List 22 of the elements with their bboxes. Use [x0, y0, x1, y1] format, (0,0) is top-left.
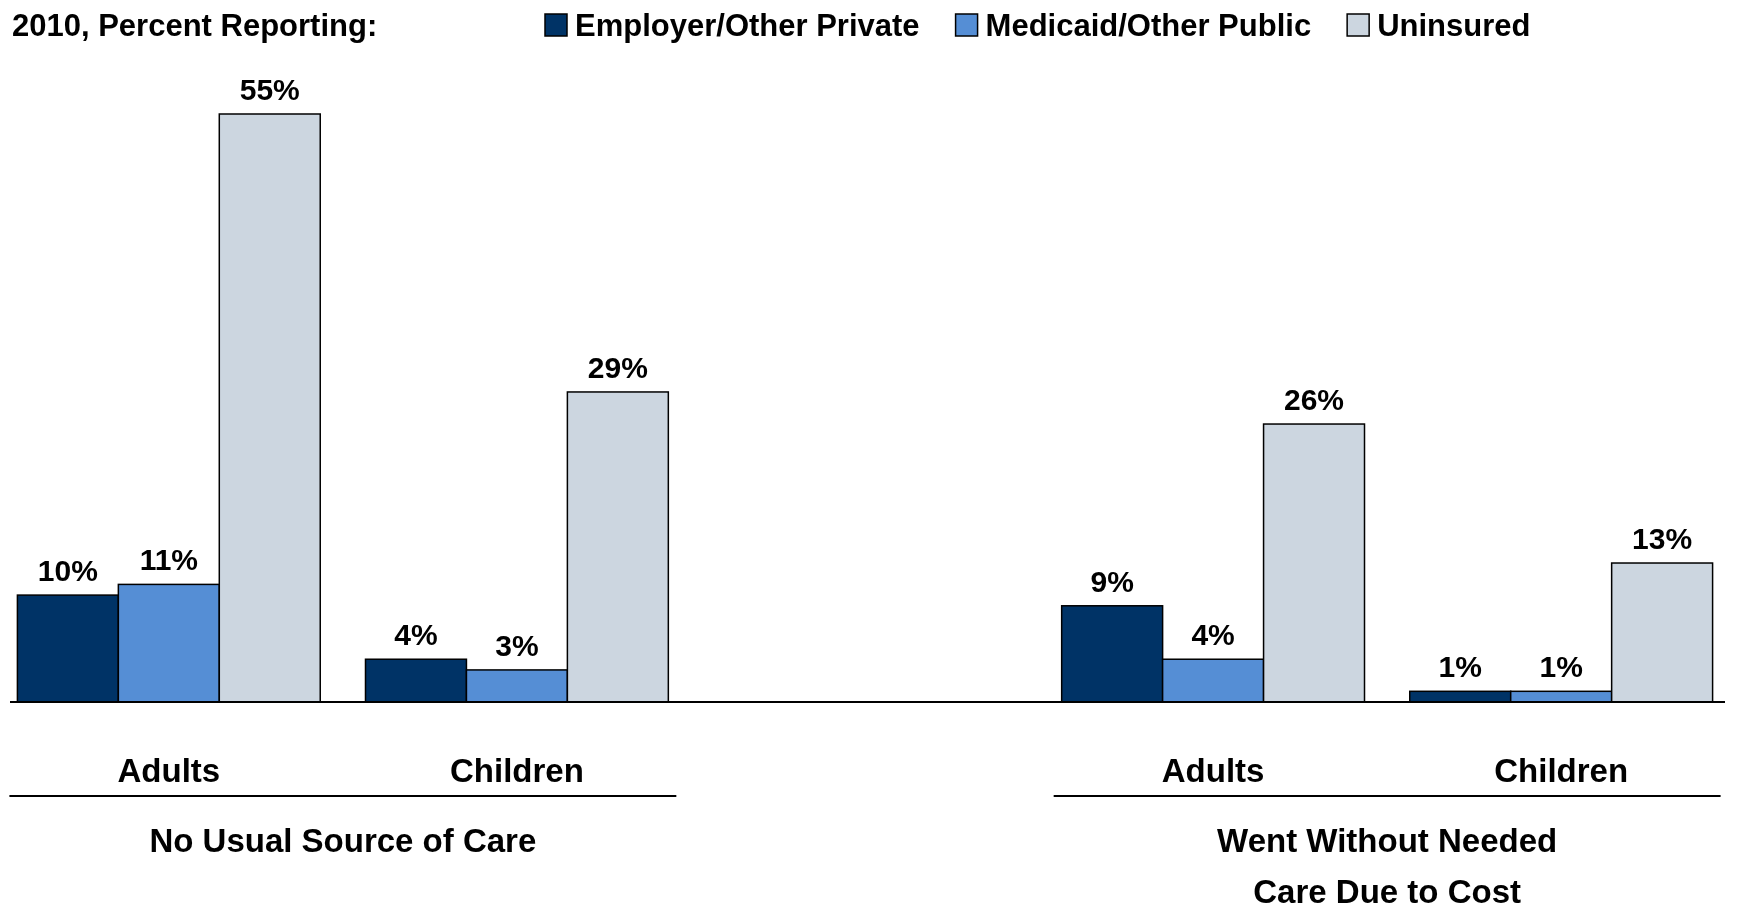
- data-label: 1%: [1438, 650, 1482, 684]
- x-tick-label: Children: [449, 752, 584, 789]
- legend-label: Employer/Other Private: [575, 8, 920, 43]
- data-label: 26%: [1284, 383, 1345, 417]
- x-tick-label: Children: [1494, 752, 1629, 789]
- data-label: 1%: [1539, 650, 1583, 684]
- data-label: 4%: [394, 618, 438, 652]
- text: Went Without Needed Care Due to Cost: [1217, 822, 1558, 910]
- data-label: 13%: [1632, 522, 1693, 556]
- data-label: 4%: [1191, 618, 1235, 652]
- text: No Usual Source of Care: [149, 822, 537, 859]
- data-label: 10%: [37, 554, 98, 588]
- x-tick-label: Adults: [1161, 752, 1265, 789]
- chart-title: 2010, Percent Reporting:: [12, 8, 378, 43]
- data-label: 11%: [139, 543, 199, 577]
- data-label: 9%: [1090, 564, 1134, 598]
- x-tick-label: Adults: [117, 752, 221, 789]
- data-label: 29%: [587, 350, 648, 384]
- data-label: 55%: [239, 73, 300, 106]
- data-label: 3%: [495, 628, 539, 662]
- legend-label: Medicaid/Other Public: [985, 8, 1312, 43]
- legend-label: Uninsured: [1377, 8, 1531, 43]
